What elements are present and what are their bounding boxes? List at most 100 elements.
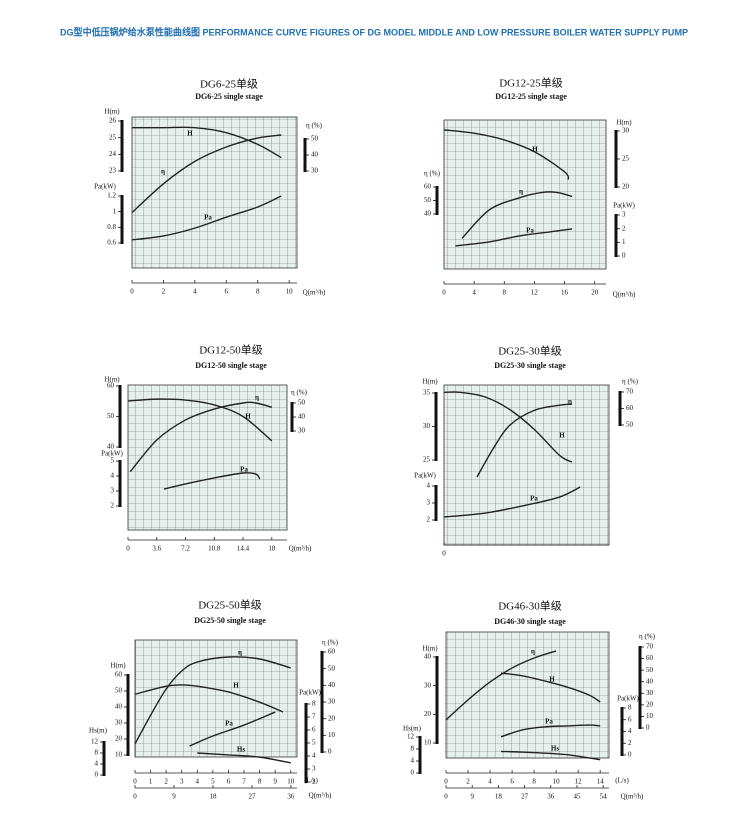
x-tick-label: 54 <box>600 793 608 801</box>
y-axis-label: η (%) <box>424 170 441 178</box>
y-axis-label: H(m) <box>104 376 120 384</box>
x-tick-label: 4 <box>472 289 476 297</box>
y-axis-label: Pa(kW) <box>94 183 116 191</box>
y-tick-label: 1.2 <box>107 192 116 200</box>
curve <box>443 486 581 518</box>
y-tick-label: 24 <box>109 150 117 158</box>
y-tick-label: 4 <box>111 472 115 480</box>
x-tick-label: 20 <box>591 289 599 297</box>
chart-title: DG25-50单级 <box>198 599 262 612</box>
y-tick-label: 40 <box>424 653 432 661</box>
x-tick-label: 6 <box>225 288 229 296</box>
curve-label: η <box>519 188 523 196</box>
x-tick-label: 4 <box>488 778 492 786</box>
chart-subtitle: DG6-25 single stage <box>195 92 263 101</box>
y-tick-label: 1 <box>622 238 626 246</box>
y-tick-label: 60 <box>646 654 654 662</box>
x-tick-label: 8 <box>532 778 536 786</box>
y-axis-label: H(m) <box>422 645 438 653</box>
x-tick-label: 2 <box>164 778 168 786</box>
x-tick-label: 0 <box>126 545 130 553</box>
y-tick-label: 0.6 <box>107 239 116 247</box>
x-tick-label: 10 <box>553 778 561 786</box>
y-tick-label: 30 <box>423 422 431 430</box>
page-title: DG型中低压锅炉给水泵性能曲线图 PERFORMANCE CURVE FIGUR… <box>60 27 689 39</box>
x-tick-label: 1 <box>149 778 153 786</box>
y-axis-label: Pa(kW) <box>613 202 635 210</box>
y-tick-label: 30 <box>424 681 432 689</box>
curve-label: H <box>187 130 193 138</box>
x-tick-label: 2 <box>466 778 470 786</box>
chart-title: DG12-50单级 <box>199 344 263 357</box>
y-tick-label: 40 <box>328 681 336 689</box>
curve <box>197 752 291 764</box>
x-tick-label: 12 <box>531 289 539 297</box>
curve <box>131 195 282 241</box>
curve <box>501 750 601 761</box>
y-axis-label: Pa(kW) <box>617 695 639 703</box>
y-tick-label: 2 <box>622 224 626 232</box>
y-axis-label: Pa(kW) <box>299 689 321 697</box>
y-tick-label: 50 <box>298 399 306 407</box>
y-tick-label: 60 <box>107 382 115 390</box>
x-tick-label: 3.6 <box>152 545 161 553</box>
x-tick-label: 6 <box>227 778 231 786</box>
chart-title: DG25-30单级 <box>498 345 562 358</box>
y-tick-label: 40 <box>311 151 319 159</box>
x-tick-label: 8 <box>503 289 507 297</box>
y-tick-label: 6 <box>628 715 632 723</box>
y-tick-label: 2 <box>312 778 316 786</box>
x-axis-label: Q(m³/h) <box>613 291 636 299</box>
curve-label: Pa <box>526 227 534 235</box>
curve-label: Pa <box>225 720 233 728</box>
x-axis-label: Q(m³/h) <box>303 289 326 297</box>
plot-area <box>131 116 298 269</box>
y-tick-label: 4 <box>427 482 431 490</box>
y-tick-label: 4 <box>95 760 99 768</box>
y-axis-label: η (%) <box>306 122 323 130</box>
chart-subtitle: DG25-50 single stage <box>194 616 266 625</box>
x-tick-label: 4 <box>196 778 200 786</box>
y-tick-label: 2 <box>628 739 632 747</box>
x-tick-label: 9 <box>470 793 474 801</box>
plot-area <box>127 384 288 531</box>
x-tick-label: 9 <box>172 793 176 801</box>
y-tick-label: 0 <box>328 748 332 756</box>
y-tick-label: 20 <box>328 714 336 722</box>
y-tick-label: 50 <box>424 196 432 204</box>
curve-label: Pa <box>240 466 248 474</box>
curve <box>134 684 284 713</box>
x-tick-label: 45 <box>573 793 581 801</box>
y-tick-label: 25 <box>109 133 117 141</box>
x-tick-label: 0 <box>133 778 137 786</box>
chart-subtitle: DG12-50 single stage <box>195 361 267 370</box>
y-tick-label: 25 <box>423 456 431 464</box>
x-tick-label: 7 <box>242 778 246 786</box>
chart-title: DG6-25单级 <box>200 78 258 91</box>
x-tick-label: 0 <box>133 793 137 801</box>
x-tick-label: 8 <box>258 778 262 786</box>
plot-area <box>443 119 607 270</box>
y-tick-label: 8 <box>95 749 99 757</box>
x-tick-label: 9 <box>273 778 277 786</box>
curve <box>127 398 273 442</box>
y-tick-label: 40 <box>646 677 654 685</box>
y-tick-label: 20 <box>115 735 123 743</box>
y-axis-label: H(m) <box>104 108 120 116</box>
x-tick-label: 0 <box>442 550 446 558</box>
plot-area <box>445 631 610 759</box>
curve-label: η <box>255 394 259 402</box>
x-tick-label: 27 <box>248 793 256 801</box>
x-tick-label: 6 <box>510 778 514 786</box>
chart-title: DG12-25单级 <box>499 77 563 90</box>
y-axis-label: Pa(kW) <box>414 472 436 480</box>
y-tick-label: 4 <box>628 727 632 735</box>
y-tick-label: 60 <box>424 183 432 191</box>
y-tick-label: 10 <box>424 739 432 747</box>
y-tick-label: 4 <box>411 757 415 765</box>
y-tick-label: 0 <box>646 724 650 732</box>
curve <box>455 228 573 247</box>
y-tick-label: 60 <box>328 648 336 656</box>
y-tick-label: 2 <box>111 502 115 510</box>
